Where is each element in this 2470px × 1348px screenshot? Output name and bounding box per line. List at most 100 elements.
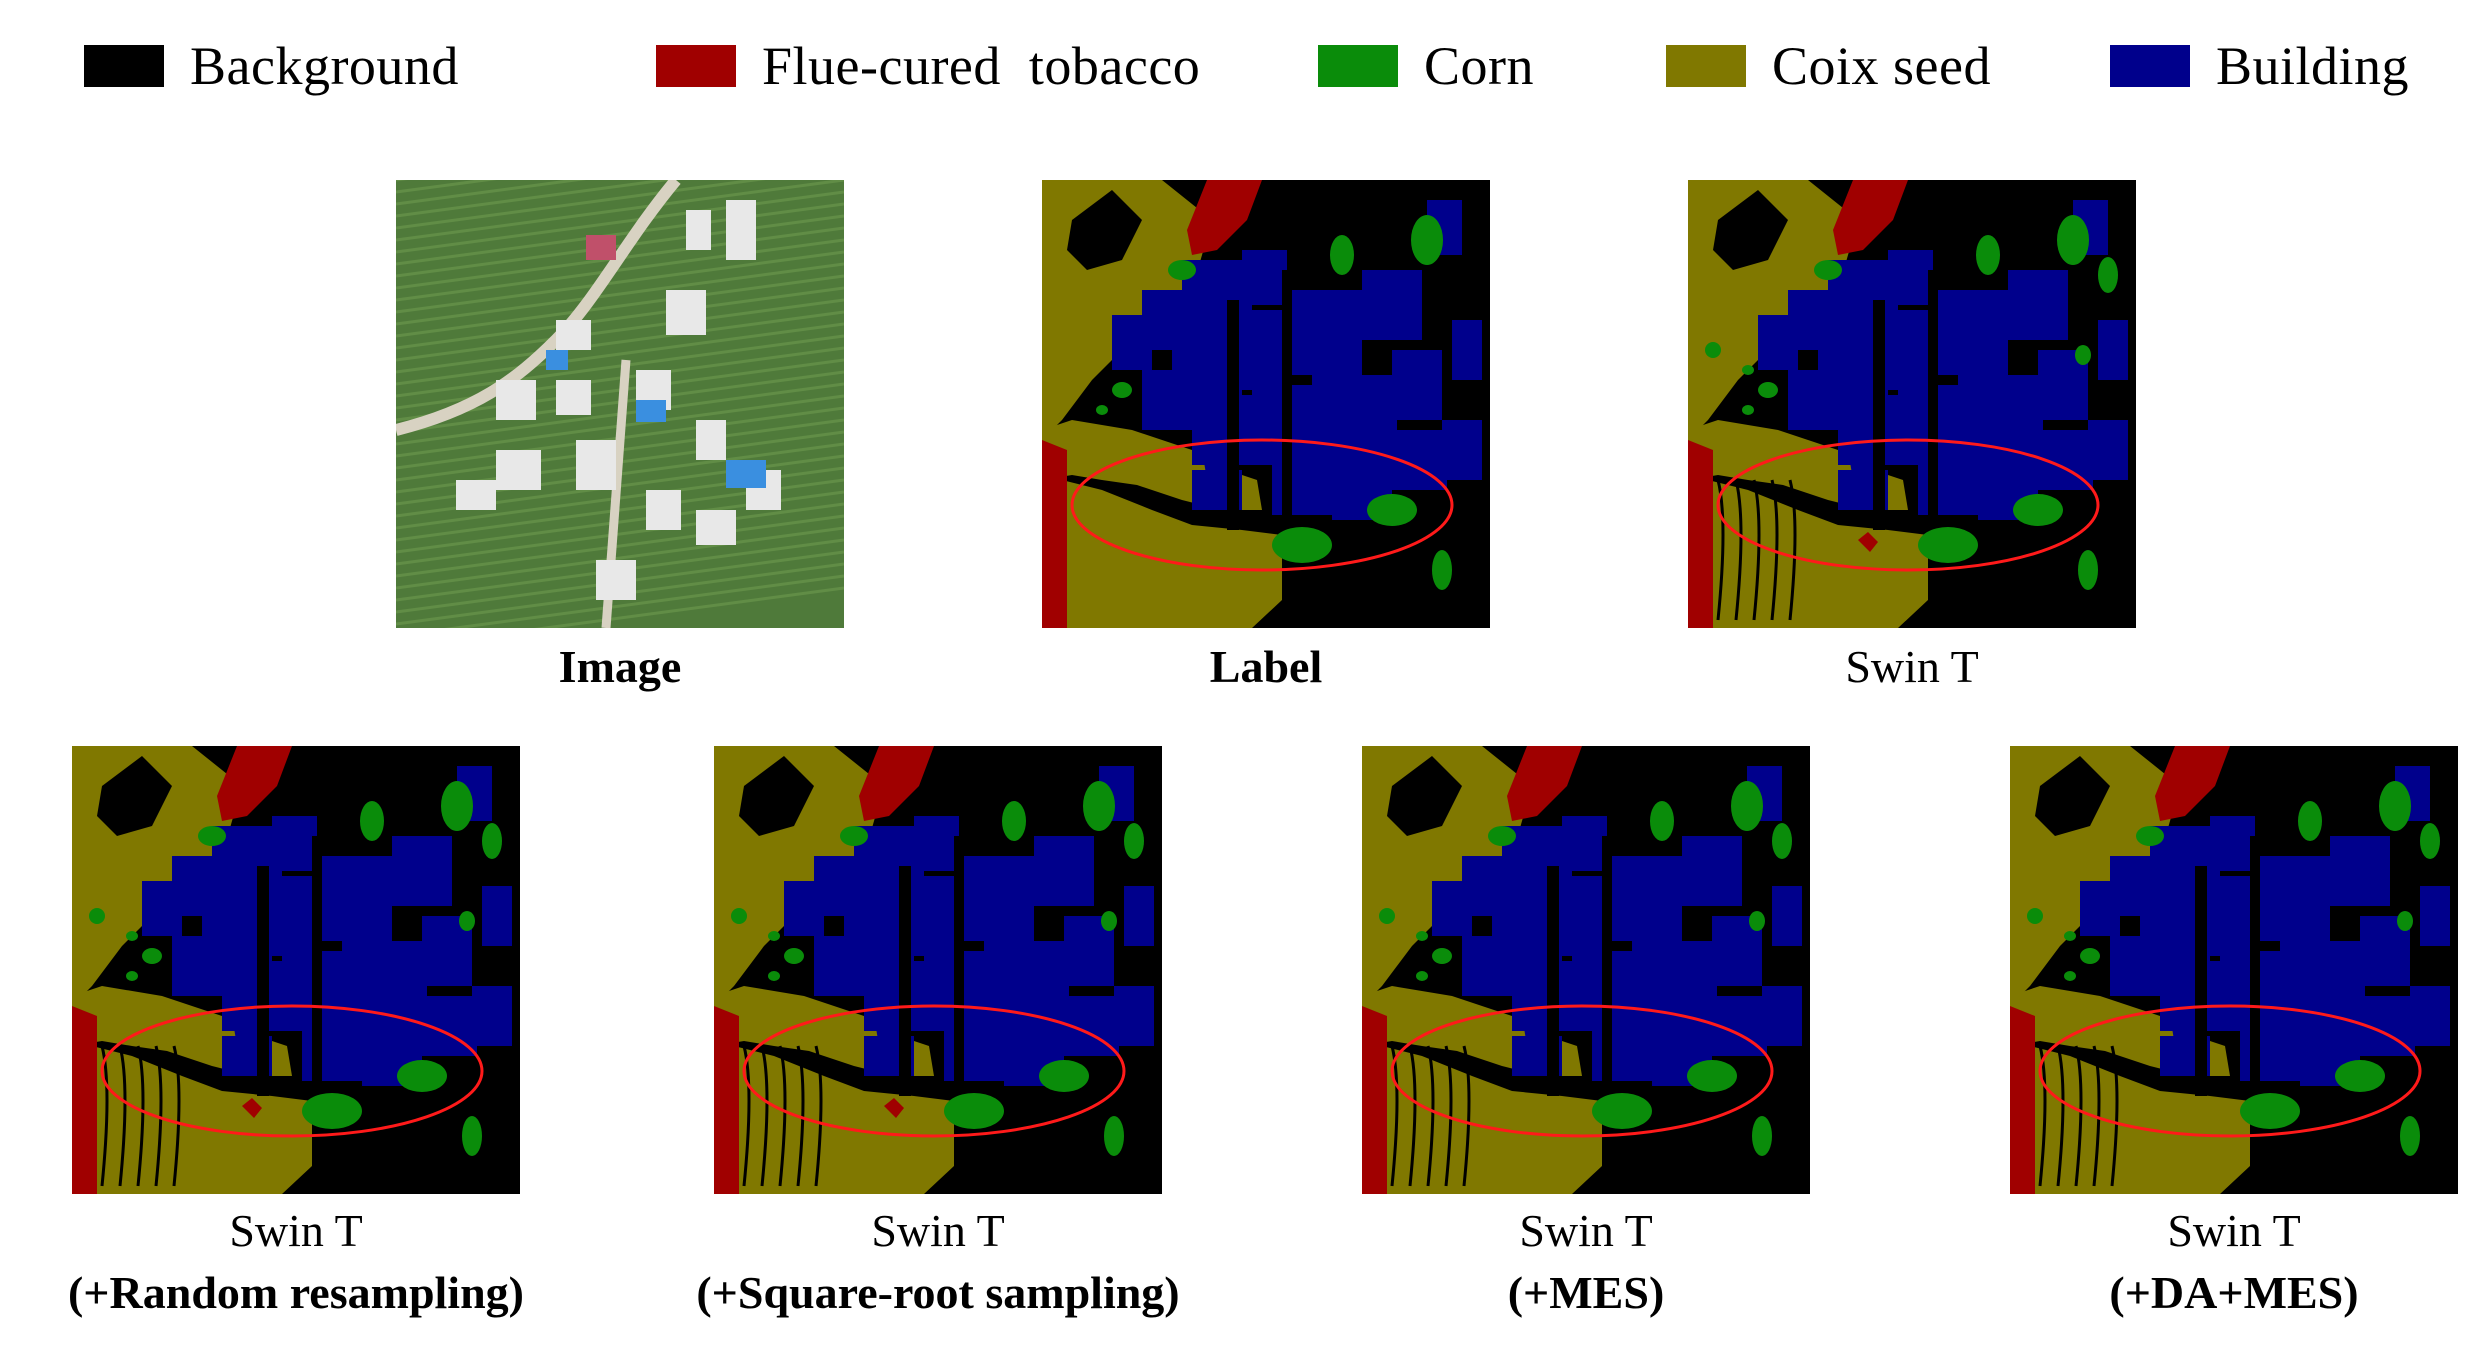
building-region (1888, 250, 1933, 305)
background-streak (1390, 1045, 1399, 1187)
coix-seed-region (734, 1046, 954, 1194)
background-streak (1426, 1045, 1435, 1187)
corn-region (1124, 823, 1144, 859)
building-region (1772, 886, 1802, 946)
crop-row (396, 502, 844, 566)
crop-row (396, 286, 844, 350)
legend-building: Building (2110, 36, 2409, 96)
building-region (1242, 250, 1287, 305)
corn-region (1096, 405, 1108, 415)
building-roof (696, 510, 736, 545)
building-region (312, 856, 392, 941)
caption-line1: Swin T (1519, 1205, 1653, 1256)
coix-seed-region (1062, 480, 1282, 628)
caption-label: Label (1042, 636, 1490, 698)
corn-region (1002, 801, 1026, 841)
corn-region (1772, 823, 1792, 859)
corn-region (1749, 911, 1765, 931)
background-streak (1444, 1045, 1453, 1187)
building-region (944, 1026, 1004, 1081)
building-roof (546, 350, 568, 370)
caption-swin-t: Swin T (1688, 636, 2136, 698)
crop-row (396, 274, 844, 338)
background-streak (2110, 1045, 2119, 1187)
corn-region (2064, 971, 2076, 981)
corn-region (1976, 235, 2000, 275)
background-region (1713, 190, 1788, 270)
building-roof (586, 235, 616, 260)
background-region (2195, 866, 2207, 1096)
building-region (1918, 460, 1978, 515)
building-roof (556, 320, 591, 350)
building-region (2210, 816, 2255, 871)
background-streak (2092, 1045, 2101, 1187)
legend-corn: Corn (1318, 36, 1534, 96)
crop-row (396, 298, 844, 362)
building-region (1282, 290, 1362, 375)
flue-cured-tobacco-region (217, 746, 292, 821)
building-region (1114, 986, 1154, 1046)
coix-seed-region (2030, 1046, 2250, 1194)
coix-seed-region (92, 1046, 312, 1194)
caption-da-mes: Swin T (+DA+MES) (2010, 1200, 2458, 1324)
crop-row (396, 180, 766, 230)
building-region (2330, 836, 2390, 906)
background-region (2250, 836, 2260, 1096)
corn-region (1488, 826, 1516, 846)
building-region (1442, 420, 1482, 480)
corn-region (2013, 494, 2063, 526)
panel-swin-t (1688, 180, 2136, 628)
building-region (1928, 290, 2008, 375)
panel-da-mes (2010, 746, 2458, 1194)
crop-row (396, 322, 844, 386)
building-roof (696, 420, 726, 460)
corn-region (1379, 908, 1395, 924)
crop-row (444, 574, 844, 628)
legend-label-coix: Coix seed (1772, 36, 1991, 96)
background-streak (1462, 1045, 1471, 1187)
corn-region (1592, 1093, 1652, 1129)
caption-line1: Image (558, 641, 682, 692)
legend-swatch-corn (1318, 45, 1398, 87)
prediction-map (714, 746, 1162, 1194)
building-region (814, 936, 864, 996)
building-region (1462, 936, 1512, 996)
corn-region (126, 931, 138, 941)
building-roof (726, 200, 756, 260)
label-map (1042, 180, 1490, 628)
corn-region (459, 911, 475, 931)
corn-region (1752, 1116, 1772, 1156)
caption-line2: (+MES) (1507, 1267, 1665, 1318)
corn-region (1705, 342, 1721, 358)
corn-region (1330, 235, 1354, 275)
panel-label (1042, 180, 1490, 628)
corn-region (840, 826, 868, 846)
building-region (1562, 816, 1607, 871)
flue-cured-tobacco-region (1507, 746, 1582, 821)
building-region (2098, 320, 2128, 380)
coix-seed-region (1708, 480, 1928, 628)
panel-square-root-sampling (714, 746, 1162, 1194)
prediction-map (72, 746, 520, 1194)
building-region (392, 836, 452, 906)
building-roof (686, 210, 711, 250)
crop-row (396, 180, 587, 206)
corn-region (1112, 382, 1132, 398)
caption-line1: Swin T (2167, 1205, 2301, 1256)
building-region (342, 941, 427, 1026)
corn-region (944, 1093, 1004, 1129)
corn-region (89, 908, 105, 924)
corn-region (1101, 911, 1117, 931)
corn-region (1758, 382, 1778, 398)
corn-region (198, 826, 226, 846)
crop-row (396, 526, 844, 590)
building-region (1392, 350, 1442, 420)
background-region (257, 866, 269, 1096)
corn-region (2420, 823, 2440, 859)
building-region (1602, 856, 1682, 941)
building-roof (556, 380, 591, 415)
prediction-map (1362, 746, 1810, 1194)
caption-line1: Swin T (229, 1205, 363, 1256)
building-region (2008, 270, 2068, 340)
crop-row (396, 180, 677, 218)
